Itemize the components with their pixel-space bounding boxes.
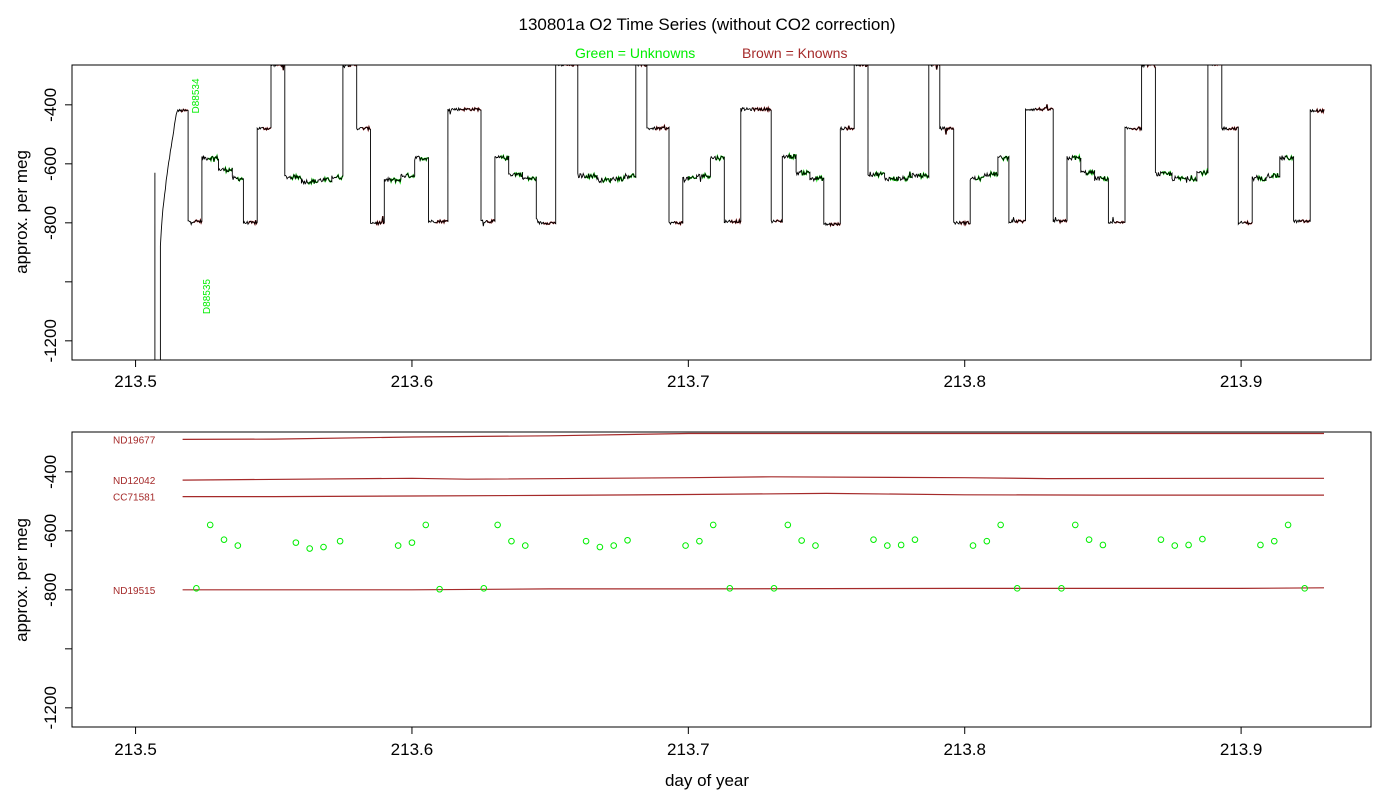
chart-title: 130801a O2 Time Series (without CO2 corr…	[518, 15, 895, 34]
unknown-point	[193, 585, 200, 592]
unknown-point	[1257, 541, 1264, 549]
unknown-point	[1013, 585, 1021, 592]
unknown-point	[770, 585, 778, 592]
unknown-point	[870, 536, 877, 543]
unknown-point	[1099, 541, 1107, 549]
top-series	[154, 65, 1325, 360]
standard-label: ND12042	[113, 476, 156, 487]
bottom-x-axis: 213.5 213.6 213.7 213.8 213.9	[114, 727, 1262, 759]
y-tick-label: -1200	[41, 319, 60, 362]
unknown-point	[408, 539, 416, 546]
unknown-point	[884, 542, 891, 549]
unknown-point	[1270, 537, 1278, 545]
unknown-point	[682, 542, 689, 549]
x-tick-label: 213.7	[667, 740, 710, 759]
unknown-point	[1284, 521, 1292, 529]
unknown-point	[784, 521, 792, 529]
unknown-point	[292, 539, 300, 546]
unknown-point	[798, 537, 805, 544]
unknown-point	[422, 521, 430, 529]
unknown-point	[1171, 542, 1179, 549]
unknown-point	[596, 543, 604, 551]
x-tick-label: 213.6	[391, 372, 434, 391]
unknown-point	[610, 542, 618, 549]
unknown-point	[220, 536, 228, 543]
x-axis-label: day of year	[665, 771, 749, 790]
standard-label: ND19515	[113, 586, 156, 597]
x-tick-label: 213.7	[667, 372, 710, 391]
sample-id-annotation: D88535	[202, 279, 213, 314]
bottom-y-axis-label: approx. per meg	[12, 518, 31, 642]
bottom-y-axis: -400 -600 -800 -1200	[41, 455, 72, 730]
unknown-point	[508, 537, 515, 545]
x-tick-label: 213.8	[943, 372, 986, 391]
top-annotations: D88534 D88535	[191, 78, 213, 314]
legend-unknowns: Green = Unknowns	[575, 45, 695, 61]
y-tick-label: -600	[41, 147, 60, 181]
unknown-point	[306, 545, 313, 552]
unknown-point	[1301, 585, 1308, 592]
unknown-point	[997, 521, 1004, 529]
unknown-point	[320, 543, 327, 551]
standard-line-cc71581	[182, 492, 1324, 498]
y-tick-label: -600	[41, 514, 60, 548]
standard-line-nd12042	[182, 476, 1324, 481]
y-tick-label: -800	[41, 206, 60, 240]
unknown-point	[206, 521, 214, 529]
unknown-point	[969, 542, 977, 549]
bottom-unknown-points	[193, 521, 1308, 593]
o2-trace-line	[154, 65, 1325, 360]
bottom-plot-frame	[71, 431, 1372, 728]
top-y-axis: -400 -600 -800 -1200	[41, 88, 72, 363]
unknown-point	[624, 536, 631, 544]
bottom-series	[182, 432, 1325, 591]
unknown-point	[709, 521, 717, 529]
unknown-point	[1157, 536, 1165, 543]
bottom-panel: 213.5 213.6 213.7 213.8 213.9 -400 -600 -800 -1…	[12, 431, 1372, 790]
x-tick-label: 213.6	[391, 740, 434, 759]
unknown-point	[1199, 535, 1206, 543]
unknown-point	[726, 585, 734, 592]
unknown-point	[1071, 521, 1079, 529]
unknown-point	[897, 541, 905, 549]
legend-knowns: Brown = Knowns	[742, 45, 847, 61]
top-panel: 213.5 213.6 213.7 213.8 213.9 -400 -600 -800 -1…	[12, 64, 1372, 391]
bottom-series-labels: ND19677 ND12042 CC71581 ND19515	[113, 435, 156, 596]
unknown-point	[480, 585, 488, 592]
y-tick-label: -400	[41, 455, 60, 489]
x-tick-label: 213.9	[1220, 372, 1263, 391]
unknown-point	[1185, 541, 1192, 549]
top-y-axis-label: approx. per meg	[12, 150, 31, 274]
unknown-point	[1058, 585, 1065, 592]
unknown-point	[394, 542, 402, 549]
standard-label: ND19677	[113, 435, 156, 446]
unknown-point	[1085, 536, 1093, 543]
unknown-point	[521, 542, 529, 549]
x-tick-label: 213.9	[1220, 740, 1263, 759]
standard-line-nd19677	[182, 432, 1324, 440]
standard-label: CC71581	[113, 493, 156, 504]
y-tick-label: -400	[41, 88, 60, 122]
unknown-point	[494, 521, 501, 529]
unknown-point	[582, 537, 590, 545]
unknown-point	[812, 542, 819, 549]
standard-line-nd19515	[182, 587, 1325, 591]
unknown-point	[983, 537, 991, 545]
unknown-point	[696, 537, 703, 545]
y-tick-label: -800	[41, 573, 60, 607]
unknown-point	[336, 537, 344, 545]
top-plot-frame	[71, 64, 1372, 361]
y-tick-label: -1200	[41, 686, 60, 729]
x-tick-label: 213.5	[114, 740, 157, 759]
x-tick-label: 213.8	[943, 740, 986, 759]
top-x-axis: 213.5 213.6 213.7 213.8 213.9	[114, 360, 1262, 391]
unknown-point	[436, 585, 443, 593]
sample-id-annotation: D88534	[191, 78, 202, 113]
unknown-point	[234, 542, 242, 549]
x-tick-label: 213.5	[114, 372, 157, 391]
unknown-point	[911, 536, 919, 543]
